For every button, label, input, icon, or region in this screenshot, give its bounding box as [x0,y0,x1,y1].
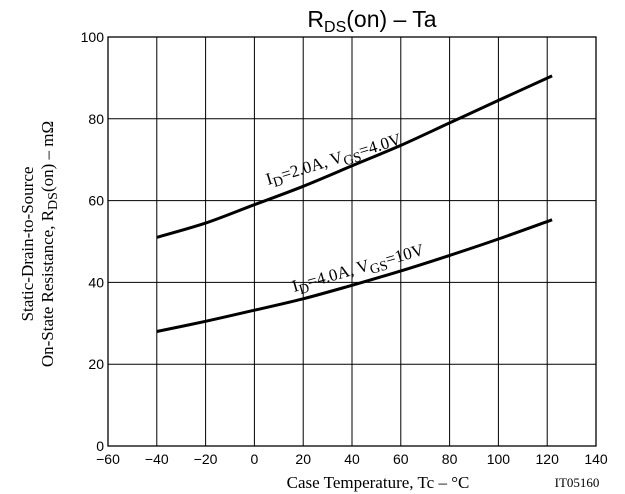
x-tick-label: −40 [145,451,169,467]
series [156,74,553,333]
chart-title: RDS(on) – Ta [307,6,436,36]
y-tick-label: 40 [88,274,104,290]
x-tick-label: 80 [442,451,458,467]
y-tick-label: 100 [81,29,105,45]
series-line-1 [156,74,553,239]
series-line-2 [156,218,553,333]
x-tick-label: 0 [251,451,259,467]
y-tick-label: 0 [96,438,104,454]
x-tick-label: 100 [487,451,511,467]
x-tick-label: 40 [344,451,360,467]
y-axis-label: Static-Drain-to-Source On-State Resistan… [18,121,61,367]
x-tick-label: 120 [536,451,560,467]
grid [108,37,596,446]
y-tick-label: 80 [88,111,104,127]
y-axis-label-line2: On-State Resistance, RDS(on) – mΩ [38,121,61,367]
x-tick-label: 60 [393,451,409,467]
series-label-1: ID=2.0A, VGS=4.0V [264,129,406,192]
x-tick-label: −60 [96,451,120,467]
figure-id: IT05160 [555,475,600,490]
plot-frame [107,36,597,447]
x-axis-label: Case Temperature, Tc – °C [287,473,470,492]
y-axis-label-line1: Static-Drain-to-Source [18,167,37,322]
x-tick-label: 20 [295,451,311,467]
y-tick-label: 20 [88,356,104,372]
x-tick-label: −20 [194,451,218,467]
x-tick-label: 140 [584,451,608,467]
y-tick-label: 60 [88,193,104,209]
tick-labels: −60 −40 −20 0 20 40 60 80 100 120 140 0 20 40 60 80 100 [81,29,608,467]
